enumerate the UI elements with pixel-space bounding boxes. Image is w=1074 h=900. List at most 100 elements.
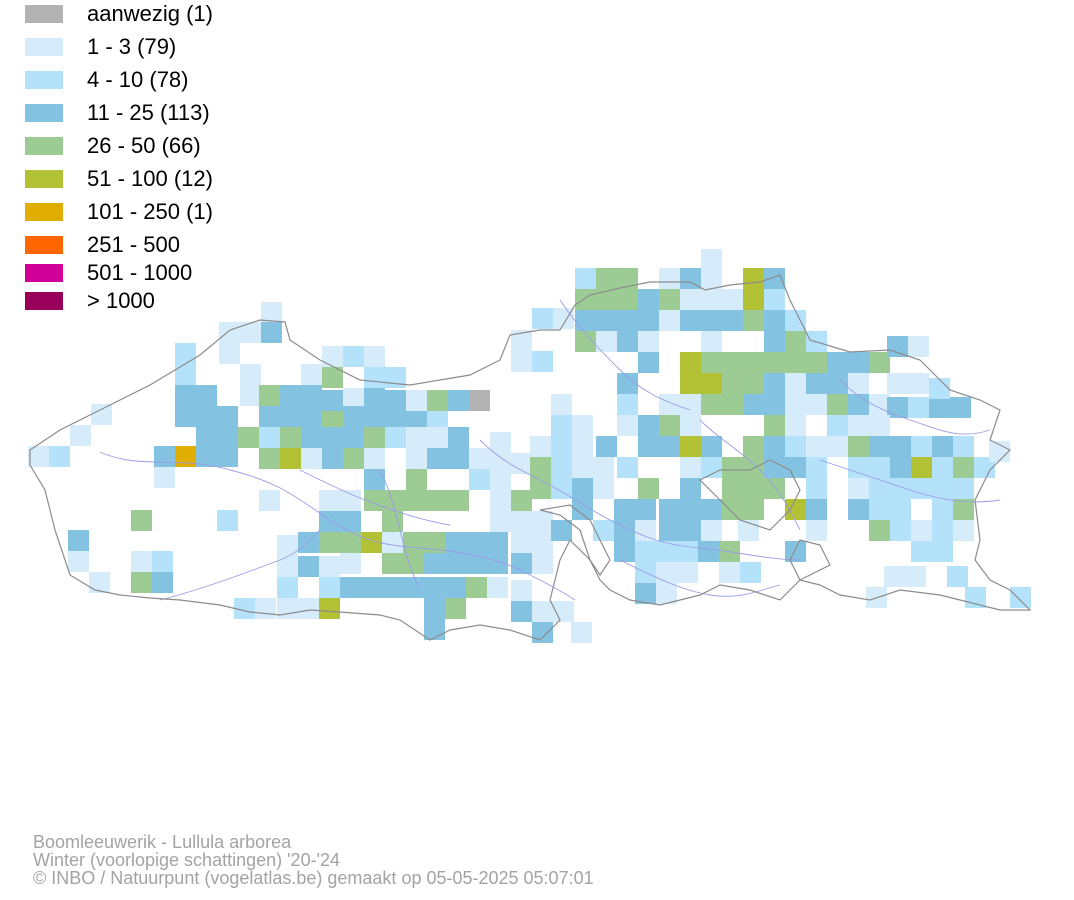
grid-square [319, 598, 340, 619]
grid-square [638, 310, 659, 331]
grid-square [364, 406, 385, 427]
grid-square [743, 373, 764, 394]
grid-square [806, 520, 827, 541]
grid-square [301, 385, 322, 406]
grid-square [806, 352, 827, 373]
grid-square [848, 394, 869, 415]
grid-square [659, 268, 680, 289]
grid-square [406, 406, 427, 427]
grid-square [764, 331, 785, 352]
grid-square [70, 425, 91, 446]
grid-square [932, 520, 953, 541]
grid-square [638, 352, 659, 373]
grid-square [848, 352, 869, 373]
grid-square [722, 478, 743, 499]
grid-square [343, 427, 364, 448]
legend-swatch [25, 137, 63, 155]
grid-square [530, 478, 551, 499]
legend-label: aanwezig (1) [87, 1, 213, 26]
grid-square [175, 406, 196, 427]
grid-square [680, 520, 701, 541]
grid-square [551, 394, 572, 415]
grid-square [490, 469, 511, 490]
grid-square [511, 532, 532, 553]
grid-square [596, 310, 617, 331]
grid-square [638, 289, 659, 310]
legend-swatch [25, 264, 63, 282]
grid-square [617, 373, 638, 394]
species-title: Boomleeuwerik - Lullula arborea [33, 832, 292, 852]
grid-square [785, 310, 806, 331]
grid-square [890, 520, 911, 541]
grid-square [869, 352, 890, 373]
grid-square [701, 289, 722, 310]
legend-label: 11 - 25 (113) [87, 100, 210, 125]
grid-square [806, 394, 827, 415]
grid-square [511, 511, 532, 532]
grid-square [280, 406, 301, 427]
grid-square [764, 289, 785, 310]
grid-square [403, 532, 424, 553]
grid-square [596, 268, 617, 289]
grid-square [340, 532, 361, 553]
grid-square [785, 499, 806, 520]
grid-square [890, 478, 911, 499]
grid-square [680, 499, 701, 520]
grid-square [848, 415, 869, 436]
legend-swatch [25, 170, 63, 188]
grid-square [196, 427, 217, 448]
grid-square [680, 415, 701, 436]
grid-square [764, 478, 785, 499]
grid-square [382, 532, 403, 553]
grid-square [848, 478, 869, 499]
grid-square [680, 436, 701, 457]
grid-square [175, 343, 196, 364]
grid-square [950, 397, 971, 418]
grid-square [466, 553, 487, 574]
grid-square [680, 352, 701, 373]
grid-square [638, 436, 659, 457]
grid-square [617, 415, 638, 436]
grid-square [530, 457, 551, 478]
grid-square [989, 441, 1010, 462]
grid-square [656, 583, 677, 604]
grid-square [764, 394, 785, 415]
grid-square [722, 499, 743, 520]
grid-square [259, 427, 280, 448]
grid-square [572, 415, 593, 436]
grid-square [68, 551, 89, 572]
grid-square [701, 394, 722, 415]
grid-square [953, 457, 974, 478]
grid-square [965, 587, 986, 608]
grid-square [217, 446, 238, 467]
grid-square [764, 436, 785, 457]
grid-square [319, 532, 340, 553]
grid-square [953, 436, 974, 457]
grid-square [234, 598, 255, 619]
grid-square [638, 415, 659, 436]
grid-square [911, 436, 932, 457]
grid-square [701, 268, 722, 289]
grid-square [869, 436, 890, 457]
grid-square [722, 310, 743, 331]
grid-square [932, 541, 953, 562]
grid-square [322, 448, 343, 469]
grid-square [343, 448, 364, 469]
grid-square [340, 553, 361, 574]
grid-square [322, 367, 343, 388]
grid-square [403, 553, 424, 574]
grid-square [740, 562, 761, 583]
grid-square [427, 427, 448, 448]
grid-square [427, 448, 448, 469]
legend-label: 501 - 1000 [87, 260, 193, 285]
grid-square [596, 331, 617, 352]
grid-square [385, 427, 406, 448]
grid-square [343, 346, 364, 367]
grid-square [806, 499, 827, 520]
grid-square [635, 499, 656, 520]
grid-square [764, 352, 785, 373]
grid-square [593, 478, 614, 499]
grid-square [219, 343, 240, 364]
grid-square [259, 406, 280, 427]
grid-square [638, 331, 659, 352]
